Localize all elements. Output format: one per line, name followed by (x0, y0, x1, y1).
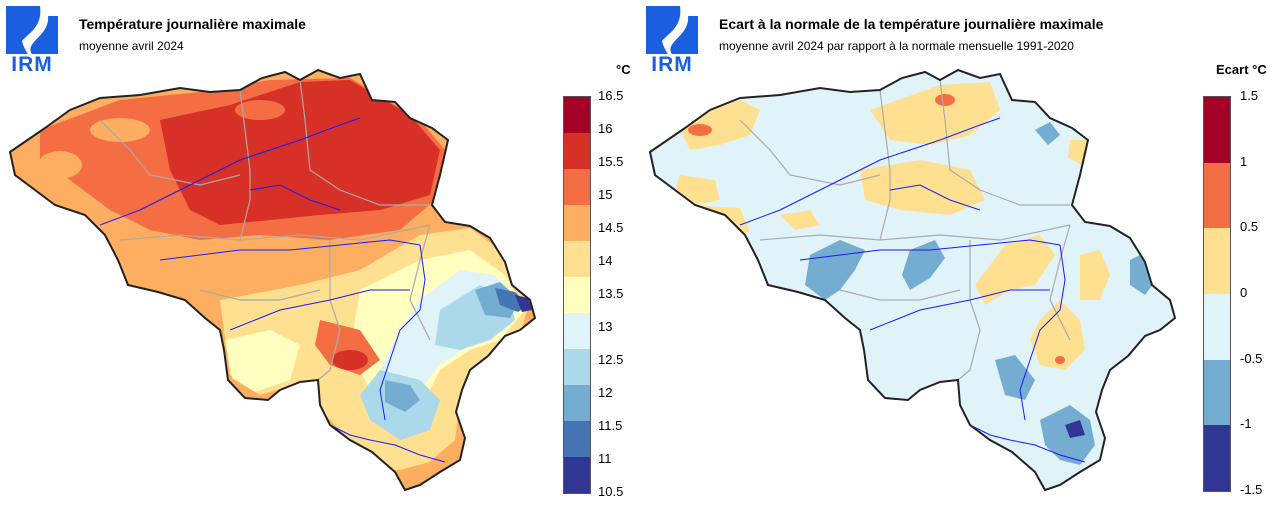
legend-tick-label: 15 (598, 187, 613, 202)
legend-tick-label: 13.5 (598, 286, 624, 301)
legend-swatch (564, 241, 590, 277)
legend-swatch (564, 385, 590, 421)
anomaly-map (649, 69, 1176, 491)
legend-tick-label: 13 (598, 319, 613, 334)
legend-swatch (1204, 97, 1230, 163)
logo-text: IRM (651, 53, 693, 76)
legend-tick-label: -1 (1240, 416, 1252, 432)
legend-swatch (1204, 162, 1230, 229)
legend-swatch (1204, 359, 1230, 426)
map-subtitle: moyenne avril 2024 (79, 39, 184, 53)
legend-tick-label: 0 (1240, 285, 1248, 300)
legend-swatch (564, 457, 590, 493)
legend-tick-label: 11.5 (598, 418, 623, 433)
legend-tick-label: 12.5 (598, 352, 624, 367)
legend-colorbar (563, 96, 591, 494)
legend-tick-label: -1.5 (1240, 482, 1263, 497)
irm-logo: IRM (646, 6, 698, 76)
legend-tick-label: 14 (598, 253, 613, 268)
legend-tick-label: 10.5 (598, 484, 624, 499)
legend-tick-label: 14.5 (598, 220, 624, 235)
legend-tick-label: -0.5 (1240, 350, 1263, 366)
legend-unit: Ecart °C (1216, 62, 1267, 77)
legend-swatch (564, 421, 590, 457)
legend-swatch (564, 313, 590, 349)
legend-swatch (564, 277, 590, 313)
map-subtitle: moyenne avril 2024 par rapport à la norm… (719, 39, 1074, 53)
legend-swatch (564, 349, 590, 385)
legend-unit: °C (616, 62, 631, 77)
legend-tick-label: 11 (598, 451, 612, 466)
legend-swatch (1204, 294, 1230, 360)
irm-logo: IRM (6, 6, 58, 76)
legend-swatch (564, 205, 590, 241)
map-title: Température journalière maximale (79, 16, 306, 32)
map-title: Ecart à la normale de la température jou… (719, 16, 1104, 32)
logo-text: IRM (11, 53, 53, 76)
temperature-map (9, 69, 536, 491)
legend-colorbar (1203, 96, 1231, 492)
legend-swatch (1204, 425, 1230, 492)
left-panel: IRM Température journalière maximale moy… (6, 6, 631, 499)
legend-tick-label: 1 (1240, 153, 1248, 169)
legend-tick-label: 16 (598, 121, 613, 136)
legend-tick-label: 1.5 (1240, 88, 1259, 103)
right-panel: IRM Ecart à la normale de la température… (640, 0, 1280, 507)
legend-tick-label: 0.5 (1240, 219, 1259, 235)
legend-swatch (564, 169, 590, 205)
legend-tick-label: 15.5 (598, 154, 624, 169)
legend-tick-label: 16.5 (598, 88, 624, 103)
legend-swatch (564, 97, 590, 133)
legend-swatch (564, 133, 590, 169)
legend-swatch (1204, 228, 1230, 295)
legend-tick-label: 12 (598, 385, 613, 400)
